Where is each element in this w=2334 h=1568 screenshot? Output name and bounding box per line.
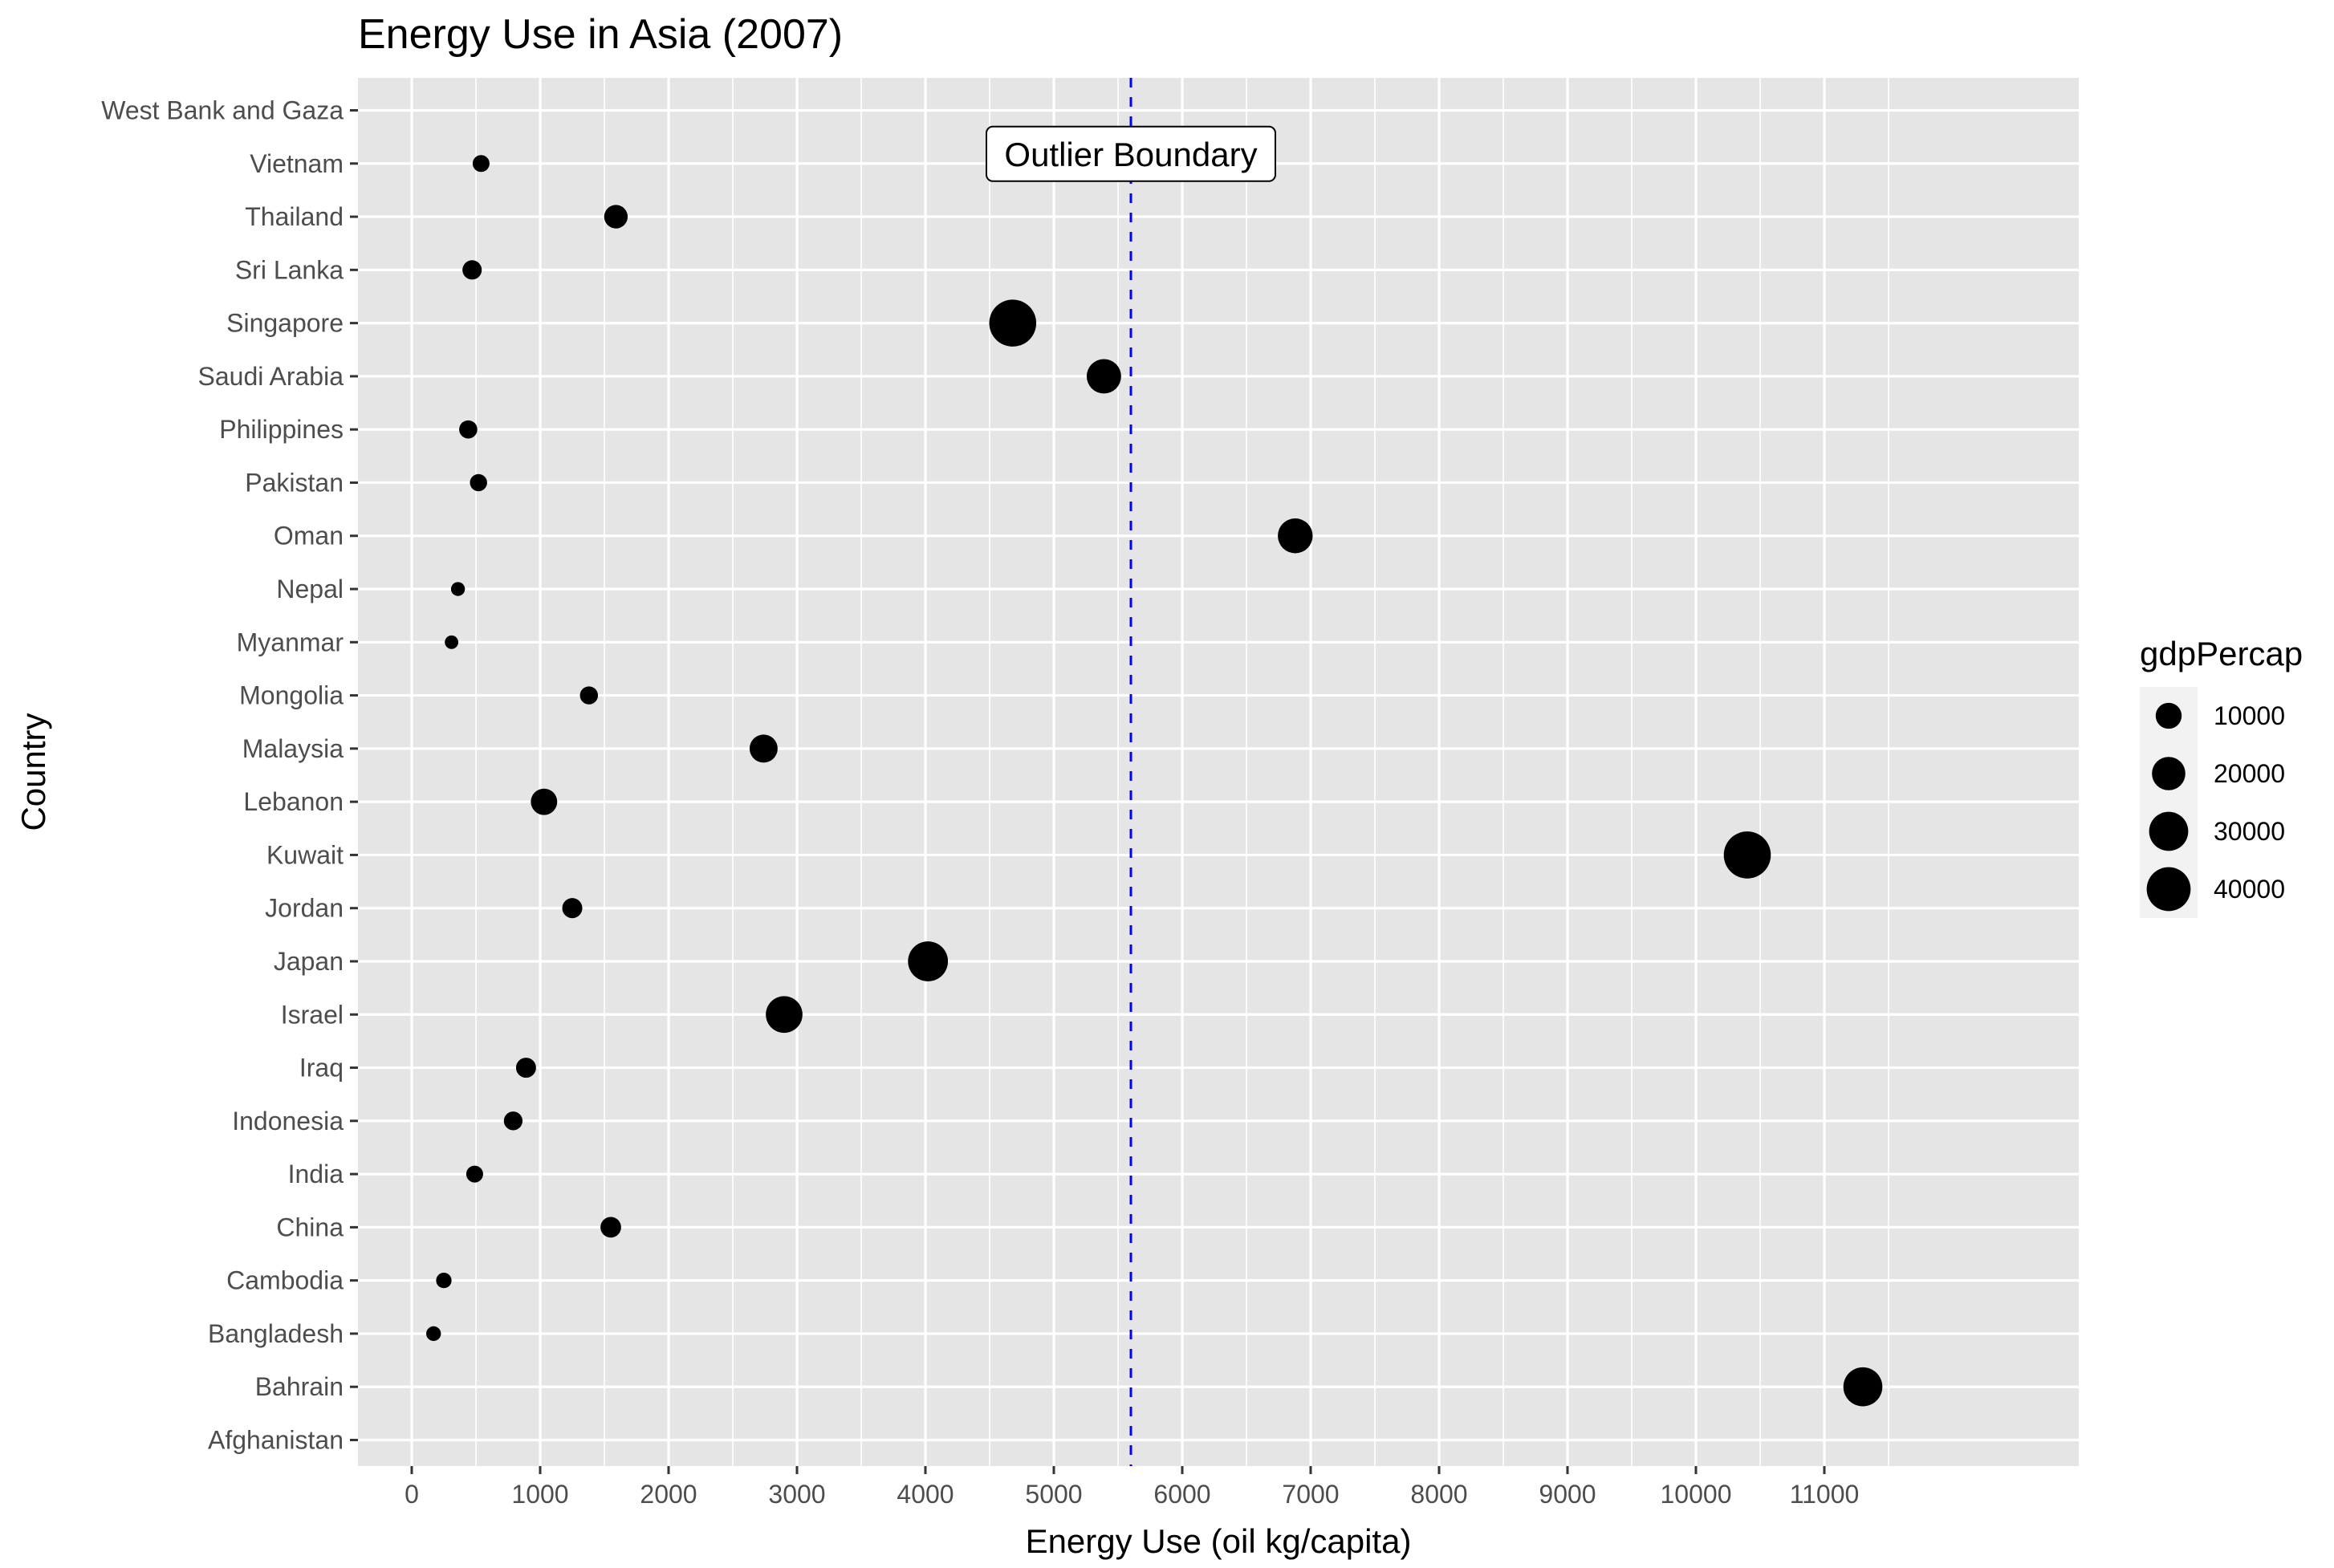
- y-tick-label: Iraq: [299, 1054, 344, 1083]
- data-point: [562, 898, 583, 919]
- y-axis-title: Country: [14, 713, 52, 831]
- data-point: [1723, 831, 1771, 879]
- plot-panel: [358, 78, 2079, 1466]
- data-point: [604, 205, 628, 229]
- data-point: [445, 635, 459, 649]
- y-tick-label: Myanmar: [237, 628, 344, 656]
- y-tick-label: Thailand: [245, 202, 344, 231]
- data-point: [462, 260, 482, 280]
- x-axis-title: Energy Use (oil kg/capita): [1026, 1522, 1412, 1560]
- x-tick-label: 7000: [1282, 1480, 1339, 1509]
- y-tick-label: Afghanistan: [208, 1426, 344, 1455]
- data-point: [531, 788, 558, 815]
- x-tick-label: 10000: [1661, 1480, 1732, 1509]
- axis-ticks: 0 1000 2000 3000 4000 5000 6000 7000 8000 9000 100…: [101, 96, 1859, 1509]
- x-tick-label: 2000: [640, 1480, 697, 1509]
- x-tick-label: 6000: [1153, 1480, 1210, 1509]
- y-tick-label: Israel: [281, 1000, 344, 1029]
- x-tick-label: 0: [405, 1480, 419, 1509]
- y-tick-label: Bahrain: [255, 1372, 344, 1401]
- annotation-group: Outlier Boundary: [986, 125, 1276, 182]
- data-point: [470, 473, 487, 492]
- legend-key-label: 20000: [2214, 759, 2285, 788]
- x-tick-label: 9000: [1539, 1480, 1596, 1509]
- y-tick-label: Lebanon: [243, 787, 344, 816]
- chart-title: Energy Use in Asia (2007): [358, 11, 843, 58]
- data-point: [472, 155, 490, 173]
- y-tick-label: Singapore: [226, 309, 344, 338]
- annotation-box: [986, 125, 1276, 182]
- data-points: [426, 155, 1883, 1407]
- data-point: [1278, 518, 1313, 554]
- y-tick-label: Vietnam: [250, 149, 344, 178]
- y-tick-label: Nepal: [276, 575, 344, 603]
- x-tick-label: 5000: [1025, 1480, 1082, 1509]
- legend-key-circle: [2152, 757, 2186, 790]
- data-point: [1843, 1367, 1883, 1407]
- legend-title: gdpPercap: [2140, 635, 2303, 672]
- data-point: [1086, 359, 1121, 394]
- annotation-label: Outlier Boundary: [1004, 136, 1257, 173]
- y-tick-label: Mongolia: [239, 681, 344, 710]
- y-tick-label: Philippines: [219, 415, 344, 444]
- data-point: [766, 996, 803, 1034]
- y-tick-label: Bangladesh: [208, 1319, 344, 1348]
- x-tick-label: 3000: [768, 1480, 825, 1509]
- y-tick-label: Malaysia: [242, 734, 344, 763]
- data-point: [450, 582, 466, 596]
- y-tick-label: Indonesia: [232, 1107, 344, 1135]
- data-point: [466, 1165, 483, 1183]
- data-point: [579, 686, 599, 705]
- legend-key-label: 40000: [2214, 875, 2285, 904]
- y-tick-label: Oman: [274, 522, 344, 550]
- y-tick-label: India: [288, 1160, 344, 1188]
- data-point: [989, 299, 1037, 347]
- data-point: [436, 1273, 452, 1289]
- y-tick-label: Cambodia: [226, 1266, 344, 1295]
- legend-key-label: 10000: [2214, 701, 2285, 730]
- legend-key-circle: [2146, 867, 2191, 912]
- data-point: [426, 1326, 441, 1342]
- y-tick-label: Sri Lanka: [235, 255, 344, 284]
- size-legend: gdpPercap 10000 20000 30000 40000: [2140, 635, 2303, 918]
- data-point: [908, 941, 949, 981]
- y-tick-label: Kuwait: [266, 840, 344, 869]
- x-tick-label: 4000: [897, 1480, 954, 1509]
- data-point: [600, 1217, 621, 1238]
- y-tick-label: Pakistan: [245, 468, 344, 497]
- data-point: [503, 1111, 523, 1131]
- legend-key-circle: [2155, 702, 2182, 729]
- legend-key-circle: [2149, 811, 2189, 851]
- x-tick-label: 1000: [511, 1480, 568, 1509]
- grid-lines: [358, 78, 2079, 1466]
- x-tick-label: 11000: [1790, 1480, 1860, 1509]
- x-tick-label: 8000: [1410, 1480, 1467, 1509]
- legend-key-label: 30000: [2214, 817, 2285, 846]
- y-tick-label: China: [276, 1213, 344, 1241]
- data-point: [515, 1058, 536, 1079]
- data-point: [459, 420, 478, 439]
- data-point: [749, 734, 778, 763]
- y-tick-label: West Bank and Gaza: [101, 96, 344, 125]
- y-tick-label: Saudi Arabia: [198, 362, 344, 391]
- y-tick-label: Jordan: [265, 894, 344, 923]
- y-tick-label: Japan: [274, 947, 344, 976]
